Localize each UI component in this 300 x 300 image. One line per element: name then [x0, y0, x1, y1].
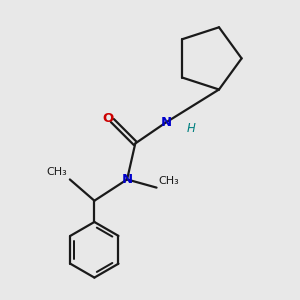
Text: N: N — [122, 173, 133, 186]
Text: H: H — [187, 122, 195, 135]
Text: CH₃: CH₃ — [158, 176, 179, 186]
Text: CH₃: CH₃ — [46, 167, 67, 177]
Text: O: O — [103, 112, 114, 125]
Text: N: N — [161, 116, 172, 129]
